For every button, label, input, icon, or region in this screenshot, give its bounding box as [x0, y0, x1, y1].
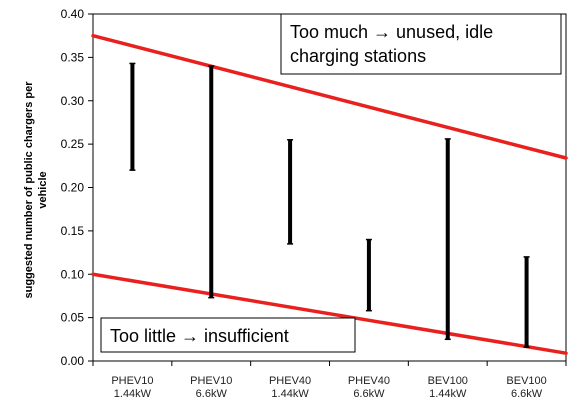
x-category-label-line1: BEV100: [428, 375, 468, 387]
y-tick-label: 0.25: [61, 137, 85, 151]
y-axis-title-line2: vehicle: [37, 171, 49, 208]
trend-lines: [91, 33, 568, 355]
x-category-label-line2: 6.6kW: [196, 388, 228, 400]
range-bars: [129, 62, 530, 348]
x-category-label-line1: BEV100: [506, 375, 546, 387]
x-category-label-line1: PHEV40: [348, 375, 390, 387]
x-category-label-line2: 1.44kW: [271, 388, 309, 400]
annotation-too-much-line2: charging stations: [290, 46, 426, 66]
annotation-too-much-box: [280, 13, 562, 75]
y-tick-label: 0.05: [61, 311, 85, 325]
y-axis: 0.00 0.05 0.10 0.15 0.20 0.25 0.30 0.35 0.40: [61, 7, 93, 368]
y-tick-label: 0.20: [61, 181, 85, 195]
annotation-too-little-box: [100, 317, 356, 353]
x-category-label-line2: 1.44kW: [429, 388, 467, 400]
y-tick-label: 0.40: [61, 7, 85, 21]
y-tick-label: 0.10: [61, 267, 85, 281]
y-tick-label: 0.15: [61, 224, 85, 238]
x-category-label-line1: PHEV10: [190, 375, 232, 387]
x-category-label-line1: PHEV40: [269, 375, 311, 387]
trend-line-lower: [91, 272, 568, 355]
annotation-too-much-line1: Too much → unused, idle: [290, 22, 493, 42]
x-category-label-line2: 6.6kW: [511, 388, 543, 400]
y-tick-label: 0.30: [61, 94, 85, 108]
y-tick-label: 0.00: [61, 354, 85, 368]
y-axis-title-line1: suggested number of public chargers per: [23, 81, 35, 299]
y-tick-label: 0.35: [61, 50, 85, 64]
x-axis: PHEV101.44kWPHEV106.6kWPHEV401.44kWPHEV4…: [92, 361, 567, 400]
trend-line-upper: [91, 33, 568, 160]
x-category-label-line2: 1.44kW: [114, 388, 152, 400]
x-category-label-line1: PHEV10: [111, 375, 153, 387]
x-category-label-line2: 6.6kW: [353, 388, 385, 400]
annotation-too-little: Too little → insufficient: [110, 326, 289, 346]
